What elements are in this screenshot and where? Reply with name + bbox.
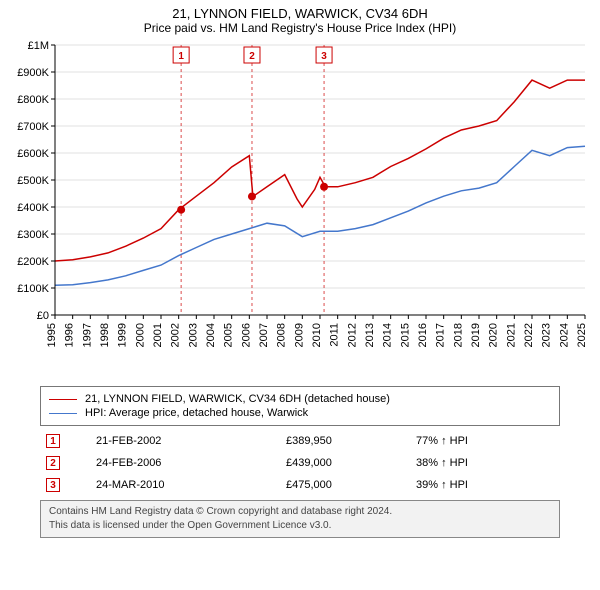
events-row: 2 24-FEB-2006 £439,000 38% ↑ HPI	[40, 452, 560, 474]
svg-text:1: 1	[178, 51, 184, 62]
event-vs-hpi: 38% ↑ HPI	[416, 457, 554, 469]
svg-text:2009: 2009	[293, 323, 305, 347]
event-vs-hpi: 39% ↑ HPI	[416, 479, 554, 491]
legend: 21, LYNNON FIELD, WARWICK, CV34 6DH (det…	[40, 386, 560, 426]
svg-text:2015: 2015	[399, 323, 411, 347]
svg-text:2018: 2018	[452, 323, 464, 347]
events-row: 1 21-FEB-2002 £389,950 77% ↑ HPI	[40, 430, 560, 452]
legend-item-hpi: HPI: Average price, detached house, Warw…	[49, 407, 551, 419]
event-marker-icon: 2	[46, 456, 60, 470]
chart-title: 21, LYNNON FIELD, WARWICK, CV34 6DH	[0, 6, 600, 21]
events-row: 3 24-MAR-2010 £475,000 39% ↑ HPI	[40, 474, 560, 496]
svg-text:2014: 2014	[382, 323, 394, 347]
svg-text:£300K: £300K	[17, 229, 49, 241]
svg-text:£0: £0	[37, 310, 49, 322]
svg-text:2003: 2003	[187, 323, 199, 347]
svg-text:£500K: £500K	[17, 175, 49, 187]
svg-text:1996: 1996	[64, 323, 76, 347]
svg-text:1999: 1999	[117, 323, 129, 347]
svg-text:2013: 2013	[364, 323, 376, 347]
svg-text:£900K: £900K	[17, 67, 49, 79]
event-date: 24-FEB-2006	[96, 457, 276, 469]
svg-text:3: 3	[321, 51, 327, 62]
svg-text:2008: 2008	[276, 323, 288, 347]
svg-text:2007: 2007	[258, 323, 270, 347]
svg-text:1995: 1995	[46, 323, 58, 347]
legend-label-property: 21, LYNNON FIELD, WARWICK, CV34 6DH (det…	[85, 393, 390, 405]
svg-text:2011: 2011	[329, 323, 341, 347]
event-marker-icon: 1	[46, 434, 60, 448]
legend-swatch-hpi	[49, 413, 77, 414]
attribution: Contains HM Land Registry data © Crown c…	[40, 500, 560, 538]
root: 21, LYNNON FIELD, WARWICK, CV34 6DH Pric…	[0, 0, 600, 538]
svg-text:£200K: £200K	[17, 256, 49, 268]
svg-text:2022: 2022	[523, 323, 535, 347]
svg-text:2002: 2002	[170, 323, 182, 347]
svg-text:1998: 1998	[99, 323, 111, 347]
svg-text:2: 2	[249, 51, 255, 62]
svg-text:£100K: £100K	[17, 283, 49, 295]
legend-item-property: 21, LYNNON FIELD, WARWICK, CV34 6DH (det…	[49, 393, 551, 405]
legend-swatch-property	[49, 399, 77, 400]
svg-text:1997: 1997	[81, 323, 93, 347]
event-vs-hpi: 77% ↑ HPI	[416, 435, 554, 447]
attribution-line: This data is licensed under the Open Gov…	[49, 519, 551, 533]
event-price: £439,000	[286, 457, 406, 469]
price-chart: £0 £100K £200K £300K £400K £500K £600K £700K £80…	[0, 35, 600, 375]
attribution-line: Contains HM Land Registry data © Crown c…	[49, 505, 551, 519]
svg-text:2004: 2004	[205, 323, 217, 347]
svg-text:2023: 2023	[541, 323, 553, 347]
event-marker-icon: 3	[46, 478, 60, 492]
legend-label-hpi: HPI: Average price, detached house, Warw…	[85, 407, 308, 419]
svg-text:2000: 2000	[134, 323, 146, 347]
svg-text:2005: 2005	[223, 323, 235, 347]
events-table: 1 21-FEB-2002 £389,950 77% ↑ HPI 2 24-FE…	[40, 430, 560, 496]
svg-text:£1M: £1M	[28, 40, 49, 52]
svg-text:£800K: £800K	[17, 94, 49, 106]
event-date: 21-FEB-2002	[96, 435, 276, 447]
svg-text:2021: 2021	[505, 323, 517, 347]
svg-text:2006: 2006	[240, 323, 252, 347]
svg-text:£400K: £400K	[17, 202, 49, 214]
svg-text:2024: 2024	[558, 323, 570, 347]
svg-text:2001: 2001	[152, 323, 164, 347]
titles: 21, LYNNON FIELD, WARWICK, CV34 6DH Pric…	[0, 0, 600, 35]
svg-text:2012: 2012	[346, 323, 358, 347]
chart-subtitle: Price paid vs. HM Land Registry's House …	[0, 21, 600, 35]
svg-text:2017: 2017	[435, 323, 447, 347]
svg-text:2010: 2010	[311, 323, 323, 347]
svg-text:2019: 2019	[470, 323, 482, 347]
svg-text:2025: 2025	[576, 323, 588, 347]
svg-text:2016: 2016	[417, 323, 429, 347]
event-date: 24-MAR-2010	[96, 479, 276, 491]
svg-text:2020: 2020	[488, 323, 500, 347]
event-price: £389,950	[286, 435, 406, 447]
event-price: £475,000	[286, 479, 406, 491]
svg-text:£600K: £600K	[17, 148, 49, 160]
svg-text:£700K: £700K	[17, 121, 49, 133]
